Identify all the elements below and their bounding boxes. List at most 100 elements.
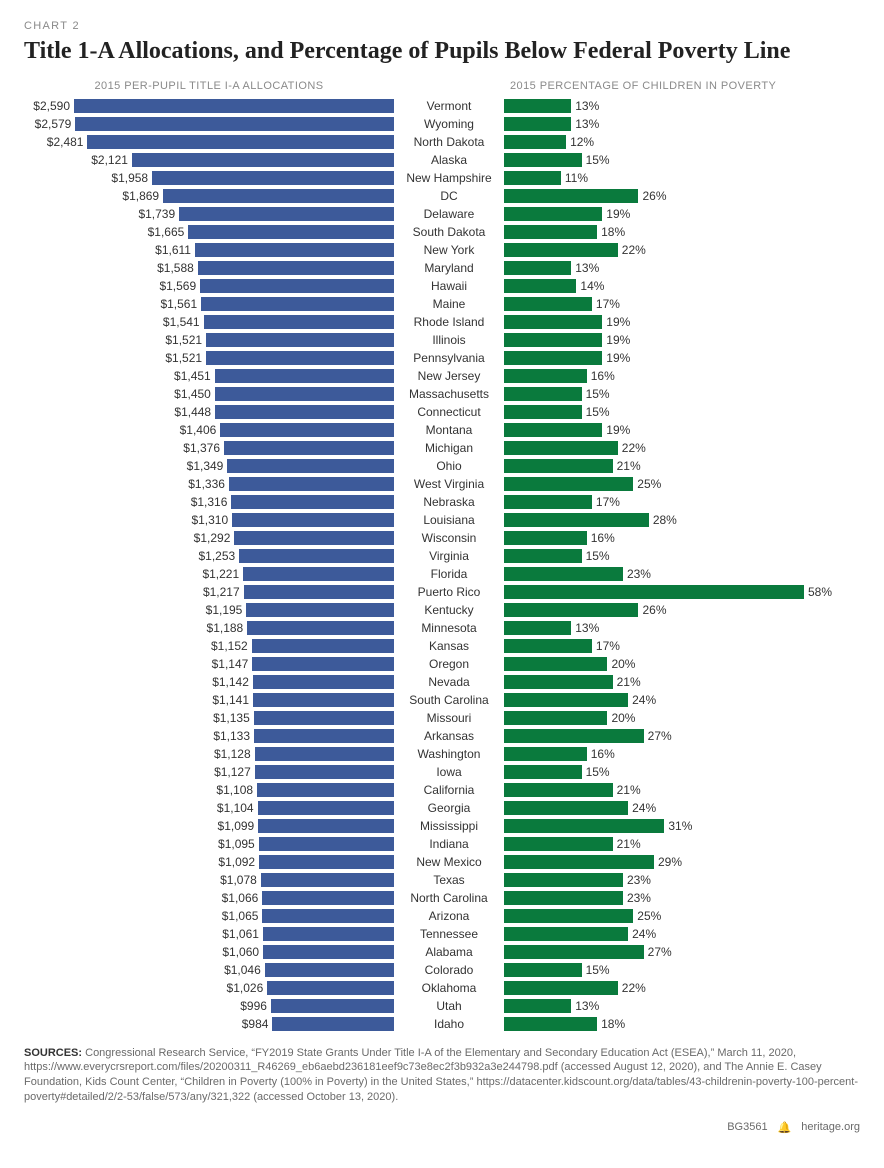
allocation-value: $1,046 bbox=[224, 963, 265, 977]
state-name: Alabama bbox=[394, 945, 504, 959]
poverty-bar bbox=[504, 99, 571, 113]
poverty-bar bbox=[504, 819, 664, 833]
allocation-cell: $1,142 bbox=[24, 675, 394, 689]
poverty-cell: 11% bbox=[504, 171, 860, 185]
allocation-bar bbox=[224, 441, 394, 455]
chart-row: $1,376Michigan22% bbox=[24, 440, 860, 456]
poverty-bar bbox=[504, 333, 602, 347]
chart-row: $1,561Maine17% bbox=[24, 296, 860, 312]
chart-label: CHART 2 bbox=[24, 20, 860, 32]
allocation-bar bbox=[259, 855, 394, 869]
allocation-bar bbox=[247, 621, 394, 635]
poverty-bar bbox=[504, 225, 597, 239]
poverty-bar bbox=[504, 675, 613, 689]
allocation-cell: $1,451 bbox=[24, 369, 394, 383]
allocation-value: $1,665 bbox=[148, 225, 189, 239]
poverty-value: 15% bbox=[582, 387, 610, 401]
allocation-bar bbox=[263, 945, 394, 959]
allocation-cell: $1,336 bbox=[24, 477, 394, 491]
poverty-cell: 19% bbox=[504, 351, 860, 365]
poverty-cell: 27% bbox=[504, 729, 860, 743]
poverty-cell: 21% bbox=[504, 837, 860, 851]
allocation-bar bbox=[261, 873, 394, 887]
sources-block: SOURCES: Congressional Research Service,… bbox=[24, 1046, 860, 1105]
poverty-value: 19% bbox=[602, 423, 630, 437]
left-column-header: 2015 PER-PUPIL TITLE I-A ALLOCATIONS bbox=[24, 80, 394, 92]
state-name: New York bbox=[394, 243, 504, 257]
state-name: North Carolina bbox=[394, 891, 504, 905]
allocation-cell: $2,579 bbox=[24, 117, 394, 131]
poverty-cell: 25% bbox=[504, 477, 860, 491]
state-name: Washington bbox=[394, 747, 504, 761]
allocation-cell: $1,061 bbox=[24, 927, 394, 941]
allocation-bar bbox=[263, 927, 394, 941]
poverty-bar bbox=[504, 711, 607, 725]
poverty-cell: 19% bbox=[504, 423, 860, 437]
allocation-cell: $1,541 bbox=[24, 315, 394, 329]
right-column-header: 2015 PERCENTAGE OF CHILDREN IN POVERTY bbox=[504, 80, 860, 92]
poverty-bar bbox=[504, 963, 582, 977]
chart-row: $1,026Oklahoma22% bbox=[24, 980, 860, 996]
poverty-cell: 13% bbox=[504, 99, 860, 113]
poverty-cell: 24% bbox=[504, 927, 860, 941]
column-headers: 2015 PER-PUPIL TITLE I-A ALLOCATIONS 201… bbox=[24, 80, 860, 92]
middle-spacer bbox=[394, 80, 504, 92]
poverty-cell: 17% bbox=[504, 495, 860, 509]
chart-row: $2,579Wyoming13% bbox=[24, 116, 860, 132]
allocation-cell: $1,026 bbox=[24, 981, 394, 995]
poverty-cell: 24% bbox=[504, 693, 860, 707]
poverty-bar bbox=[504, 639, 592, 653]
poverty-cell: 20% bbox=[504, 711, 860, 725]
allocation-cell: $1,569 bbox=[24, 279, 394, 293]
chart-row: $1,253Virginia15% bbox=[24, 548, 860, 564]
chart-row: $1,451New Jersey16% bbox=[24, 368, 860, 384]
chart-row: $1,142Nevada21% bbox=[24, 674, 860, 690]
poverty-cell: 17% bbox=[504, 297, 860, 311]
poverty-value: 13% bbox=[571, 99, 599, 113]
poverty-bar bbox=[504, 891, 623, 905]
allocation-value: $1,099 bbox=[218, 819, 259, 833]
poverty-cell: 25% bbox=[504, 909, 860, 923]
allocation-cell: $1,141 bbox=[24, 693, 394, 707]
allocation-value: $1,221 bbox=[202, 567, 243, 581]
footer: BG3561 🔔 heritage.org bbox=[24, 1121, 860, 1134]
poverty-value: 21% bbox=[613, 459, 641, 473]
allocation-cell: $1,448 bbox=[24, 405, 394, 419]
allocation-cell: $1,065 bbox=[24, 909, 394, 923]
allocation-cell: $1,406 bbox=[24, 423, 394, 437]
allocation-cell: $984 bbox=[24, 1017, 394, 1031]
chart-row: $1,292Wisconsin16% bbox=[24, 530, 860, 546]
allocation-value: $1,376 bbox=[183, 441, 224, 455]
allocation-bar bbox=[258, 819, 394, 833]
poverty-cell: 28% bbox=[504, 513, 860, 527]
state-name: Nevada bbox=[394, 675, 504, 689]
poverty-value: 11% bbox=[561, 171, 588, 185]
chart-row: $2,590Vermont13% bbox=[24, 98, 860, 114]
chart-row: $984Idaho18% bbox=[24, 1016, 860, 1032]
chart-row: $2,121Alaska15% bbox=[24, 152, 860, 168]
allocation-value: $1,095 bbox=[218, 837, 259, 851]
allocation-value: $1,521 bbox=[165, 333, 206, 347]
allocation-cell: $1,253 bbox=[24, 549, 394, 563]
poverty-bar bbox=[504, 747, 587, 761]
chart-row: $1,128Washington16% bbox=[24, 746, 860, 762]
allocation-bar bbox=[195, 243, 394, 257]
poverty-value: 20% bbox=[607, 657, 635, 671]
poverty-cell: 13% bbox=[504, 261, 860, 275]
chart-row: $1,195Kentucky26% bbox=[24, 602, 860, 618]
poverty-value: 25% bbox=[633, 909, 661, 923]
poverty-value: 17% bbox=[592, 495, 620, 509]
state-name: Virginia bbox=[394, 549, 504, 563]
poverty-bar bbox=[504, 909, 633, 923]
allocation-cell: $1,108 bbox=[24, 783, 394, 797]
allocation-value: $2,579 bbox=[35, 117, 76, 131]
allocation-value: $1,108 bbox=[216, 783, 257, 797]
allocation-bar bbox=[252, 639, 394, 653]
allocation-cell: $1,958 bbox=[24, 171, 394, 185]
chart-row: $1,448Connecticut15% bbox=[24, 404, 860, 420]
poverty-bar bbox=[504, 999, 571, 1013]
poverty-cell: 22% bbox=[504, 981, 860, 995]
allocation-bar bbox=[258, 801, 394, 815]
allocation-bar bbox=[231, 495, 394, 509]
poverty-bar bbox=[504, 243, 618, 257]
